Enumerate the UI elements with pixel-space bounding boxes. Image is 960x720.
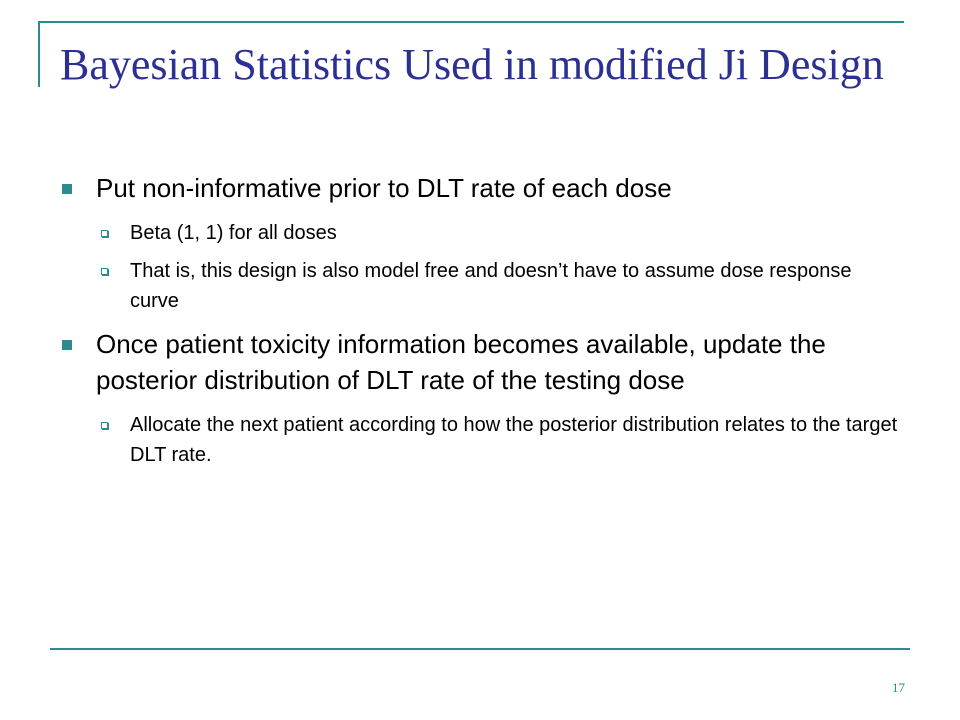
sub-bullet-list: Beta (1, 1) for all doses That is, this … bbox=[60, 218, 905, 316]
sub-bullet-text: That is, this design is also model free … bbox=[130, 260, 852, 312]
sub-bullet-text: Allocate the next patient according to h… bbox=[130, 414, 898, 466]
hollow-square-bullet-icon bbox=[101, 268, 108, 275]
sub-bullet-item: Allocate the next patient according to h… bbox=[60, 410, 905, 470]
bullet-text: Put non-informative prior to DLT rate of… bbox=[96, 173, 672, 203]
square-bullet-icon bbox=[62, 340, 72, 350]
left-rule bbox=[38, 21, 40, 87]
bullet-text: Once patient toxicity information become… bbox=[96, 329, 826, 395]
sub-bullet-item: Beta (1, 1) for all doses bbox=[60, 218, 905, 248]
hollow-square-bullet-icon bbox=[101, 422, 108, 429]
bullet-item: Once patient toxicity information become… bbox=[60, 326, 905, 398]
sub-bullet-list: Allocate the next patient according to h… bbox=[60, 410, 905, 470]
hollow-square-bullet-icon bbox=[101, 230, 108, 237]
slide-title: Bayesian Statistics Used in modified Ji … bbox=[60, 40, 884, 89]
sub-bullet-text: Beta (1, 1) for all doses bbox=[130, 222, 337, 244]
sub-bullet-item: That is, this design is also model free … bbox=[60, 256, 905, 316]
square-bullet-icon bbox=[62, 184, 72, 194]
bullet-item: Put non-informative prior to DLT rate of… bbox=[60, 170, 905, 206]
page-number: 17 bbox=[892, 680, 905, 695]
top-rule bbox=[38, 21, 904, 23]
bottom-rule bbox=[50, 648, 910, 650]
slide-content: Put non-informative prior to DLT rate of… bbox=[60, 170, 905, 480]
